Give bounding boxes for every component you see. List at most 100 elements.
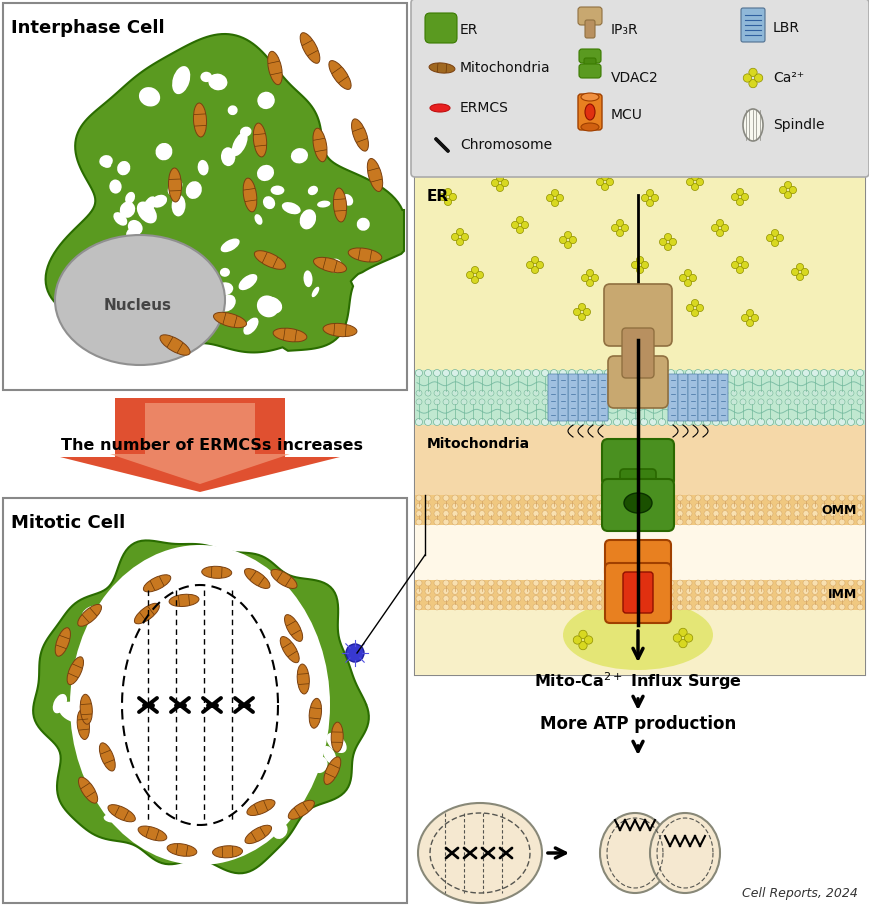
Ellipse shape [172,67,190,94]
Circle shape [757,390,763,396]
Circle shape [649,370,656,376]
Circle shape [595,390,601,396]
Bar [3,498,407,903]
Circle shape [488,589,494,594]
Circle shape [611,224,618,231]
Circle shape [578,313,585,321]
Circle shape [550,604,556,610]
Circle shape [740,510,745,517]
Ellipse shape [200,833,216,843]
Circle shape [757,596,763,601]
Circle shape [693,418,700,425]
Circle shape [622,495,628,501]
Ellipse shape [237,619,252,635]
Circle shape [631,580,637,586]
Circle shape [600,183,608,190]
Circle shape [533,504,539,509]
Ellipse shape [216,282,233,295]
Circle shape [425,510,430,517]
Circle shape [560,495,566,501]
Circle shape [676,604,682,610]
Circle shape [559,236,566,243]
Circle shape [703,580,709,586]
Text: Cell Reports, 2024: Cell Reports, 2024 [741,887,857,900]
Text: Mitochondria: Mitochondria [427,437,529,451]
Circle shape [846,370,853,376]
Circle shape [523,596,529,601]
Circle shape [651,194,658,201]
Circle shape [793,495,799,501]
Circle shape [505,370,512,376]
Circle shape [622,418,629,425]
Circle shape [586,270,593,277]
Circle shape [649,399,655,404]
Ellipse shape [82,291,95,305]
Circle shape [676,418,683,425]
Circle shape [451,418,458,425]
Circle shape [514,390,521,396]
Circle shape [721,390,727,396]
Text: Chromosome: Chromosome [460,138,552,152]
Circle shape [775,604,781,610]
Circle shape [577,596,583,601]
Circle shape [829,519,835,525]
FancyBboxPatch shape [620,564,654,595]
Circle shape [800,269,807,276]
Circle shape [577,604,583,610]
Circle shape [496,580,502,586]
Ellipse shape [176,570,189,589]
Ellipse shape [169,168,182,202]
Circle shape [546,194,553,201]
Circle shape [533,510,539,517]
Circle shape [649,604,655,610]
Circle shape [523,510,529,517]
Circle shape [622,580,628,586]
Circle shape [820,604,826,610]
Circle shape [523,589,529,594]
Circle shape [847,589,853,594]
Circle shape [676,589,682,594]
Circle shape [595,510,601,517]
Ellipse shape [143,575,170,592]
Circle shape [713,504,718,509]
Circle shape [577,370,584,376]
Circle shape [631,589,637,594]
Ellipse shape [77,710,90,740]
Circle shape [568,604,574,610]
Circle shape [828,370,835,376]
Circle shape [746,319,753,326]
Bar [415,370,864,425]
Ellipse shape [191,271,208,288]
Circle shape [757,519,763,525]
Circle shape [433,370,440,376]
Ellipse shape [428,63,454,73]
Circle shape [442,399,448,404]
Circle shape [721,580,727,586]
Circle shape [631,418,638,425]
Circle shape [775,589,781,594]
Circle shape [523,390,529,396]
Circle shape [811,399,817,404]
Circle shape [434,580,440,586]
Circle shape [820,589,826,594]
Circle shape [560,519,566,525]
Circle shape [550,370,557,376]
Circle shape [514,580,521,586]
Circle shape [838,510,844,517]
Circle shape [739,370,746,376]
Circle shape [631,504,637,509]
Circle shape [748,399,754,404]
Circle shape [568,504,574,509]
Circle shape [784,495,790,501]
Ellipse shape [322,323,356,337]
Ellipse shape [127,673,148,691]
Circle shape [686,589,691,594]
Circle shape [856,390,862,396]
Circle shape [838,370,845,376]
Circle shape [847,604,853,610]
Circle shape [514,370,521,376]
Circle shape [535,261,543,269]
Ellipse shape [580,123,599,131]
Circle shape [766,504,773,509]
Circle shape [811,580,817,586]
